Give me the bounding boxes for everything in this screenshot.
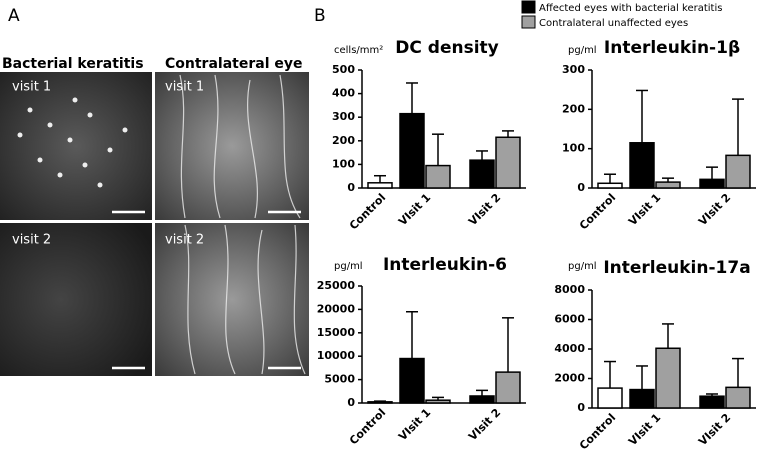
x-tick-label: VIsit 2 <box>696 411 733 448</box>
x-tick-label: VIsit 2 <box>466 191 503 228</box>
y-axis-label: pg/ml <box>568 261 597 272</box>
microscopy-image <box>0 72 152 220</box>
column-title: Contralateral eye <box>165 56 302 72</box>
legend-label: Affected eyes with bacterial keratitis <box>539 3 722 14</box>
y-tick-label: 400 <box>332 87 355 100</box>
y-tick-label: 100 <box>562 142 585 155</box>
bar <box>367 182 393 189</box>
bar <box>655 347 681 409</box>
bar <box>629 142 655 189</box>
bar <box>469 395 495 404</box>
bar <box>597 387 623 409</box>
y-tick-label: 5000 <box>324 373 355 386</box>
bar <box>725 154 751 189</box>
y-tick-label: 300 <box>332 110 355 123</box>
panel-label: B <box>314 6 326 26</box>
y-tick-label: 100 <box>332 157 355 170</box>
y-tick-label: 2000 <box>554 372 585 385</box>
bar <box>699 395 725 409</box>
legend-swatch <box>521 15 536 29</box>
chart-title: Interleukin-17a <box>603 258 750 278</box>
legend-label: Contralateral unaffected eyes <box>539 18 688 29</box>
y-tick-label: 200 <box>562 102 585 115</box>
x-tick-label: VIsit 1 <box>626 411 663 448</box>
panel-label: A <box>8 6 20 26</box>
x-tick-label: Control <box>577 191 618 232</box>
x-tick-label: VIsit 1 <box>396 191 433 228</box>
microscopy-image <box>0 223 152 376</box>
y-tick-label: 0 <box>347 396 355 409</box>
column-title: Bacterial keratitis <box>2 56 144 72</box>
y-tick-label: 10000 <box>317 349 356 362</box>
bar <box>495 371 521 404</box>
bar <box>425 399 451 404</box>
x-tick-label: VIsit 2 <box>696 191 733 228</box>
y-axis-label: cells/mm² <box>334 45 383 56</box>
chart-title: Interleukin-6 <box>383 255 507 275</box>
microscopy-image <box>155 223 309 376</box>
bar <box>367 401 393 404</box>
x-tick-label: VIsit 1 <box>396 406 433 443</box>
image-label: visit 2 <box>12 233 51 248</box>
dendritic-cells <box>17 97 128 188</box>
y-tick-label: 0 <box>577 401 585 414</box>
bar <box>469 159 495 189</box>
bar <box>597 182 623 189</box>
y-tick-label: 6000 <box>554 313 585 326</box>
y-axis-label: pg/ml <box>334 261 363 272</box>
bar <box>495 136 521 189</box>
bar <box>655 181 681 189</box>
microscopy-image <box>155 72 309 220</box>
image-label: visit 1 <box>165 80 204 95</box>
x-tick-label: Control <box>347 191 388 232</box>
y-tick-label: 500 <box>332 63 355 76</box>
image-label: visit 2 <box>165 233 204 248</box>
y-tick-label: 25000 <box>317 279 356 292</box>
image-label: visit 1 <box>12 80 51 95</box>
y-tick-label: 4000 <box>554 342 585 355</box>
y-tick-label: 15000 <box>317 326 356 339</box>
x-tick-label: VIsit 2 <box>466 406 503 443</box>
nerve-fibers <box>179 74 306 375</box>
y-tick-label: 200 <box>332 134 355 147</box>
y-tick-label: 0 <box>577 181 585 194</box>
y-axis-label: pg/ml <box>568 45 597 56</box>
bar <box>725 386 751 409</box>
bar <box>629 388 655 409</box>
y-tick-label: 0 <box>347 181 355 194</box>
chart-title: DC density <box>395 38 498 58</box>
scale-bars <box>112 210 301 370</box>
chart-title: Interleukin-1β <box>604 38 740 58</box>
x-tick-label: Control <box>347 406 388 447</box>
bar <box>399 112 425 189</box>
y-tick-label: 8000 <box>554 283 585 296</box>
x-tick-label: VIsit 1 <box>626 191 663 228</box>
bar <box>399 357 425 404</box>
y-tick-label: 20000 <box>317 302 356 315</box>
bar <box>425 164 451 189</box>
legend-swatch <box>521 0 536 14</box>
y-tick-label: 300 <box>562 63 585 76</box>
x-tick-label: Control <box>577 411 618 452</box>
bar <box>699 178 725 189</box>
